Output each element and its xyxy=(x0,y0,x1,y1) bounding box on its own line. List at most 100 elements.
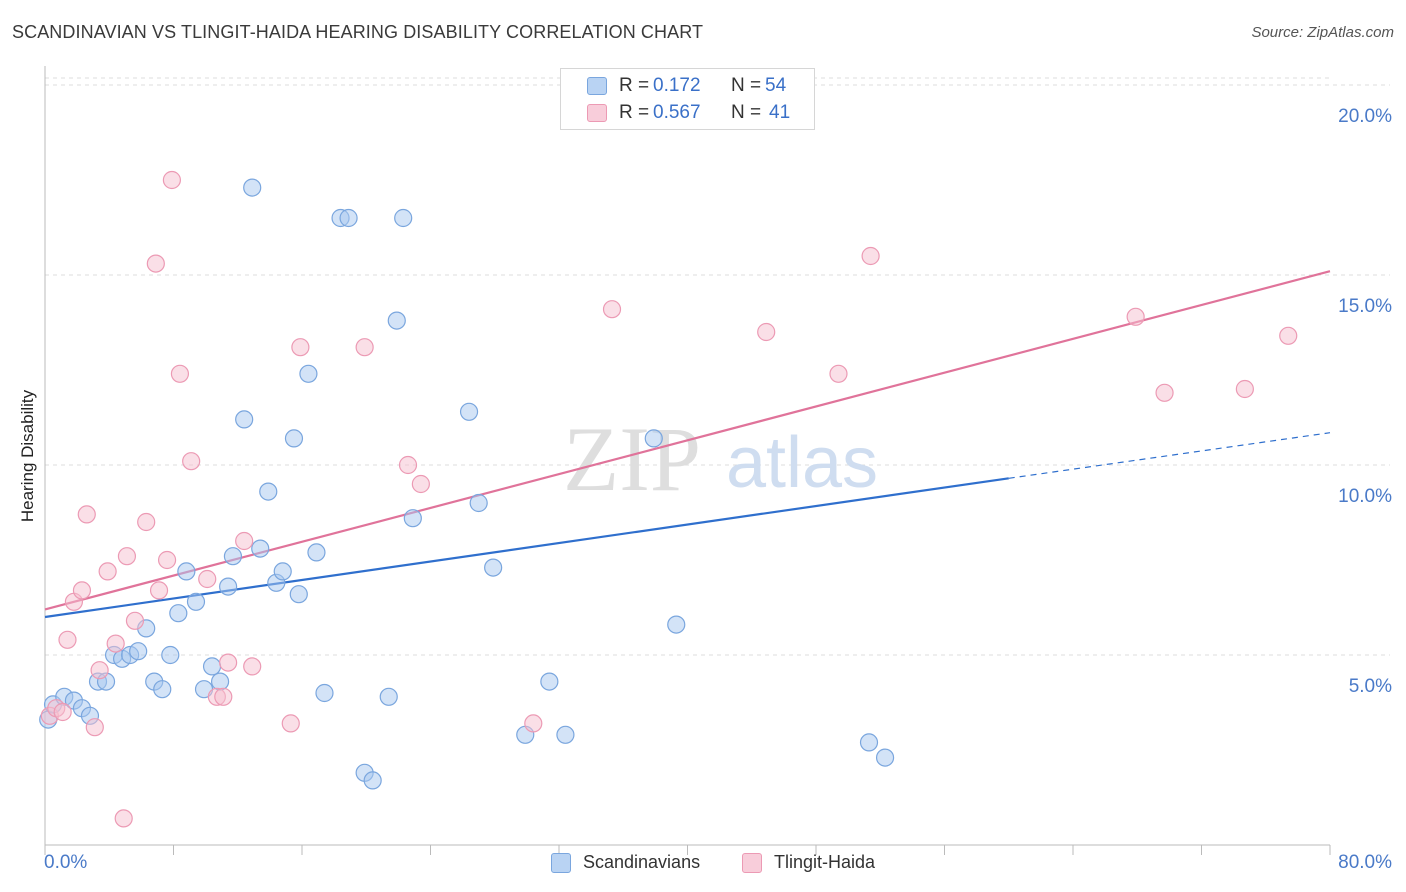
scandinavian-point xyxy=(223,547,243,566)
watermark-zip: ZIP xyxy=(563,408,701,510)
scandinavian-point xyxy=(315,683,334,703)
scandinavian-point xyxy=(667,615,686,634)
tlingit-haida-point xyxy=(58,630,77,649)
chart-source: Source: ZipAtlas.com xyxy=(1251,24,1394,41)
tlingit-haida-point xyxy=(235,531,254,551)
r-value: 0.567 xyxy=(653,102,701,123)
scandinavian-point xyxy=(484,558,503,577)
tlingit-haida-point xyxy=(1279,326,1298,345)
scandinavian-point xyxy=(235,410,254,429)
y-tick-label: 20.0% xyxy=(1338,106,1392,127)
scandinavian-point xyxy=(469,493,488,513)
scandinavian-point xyxy=(556,725,575,744)
scandinavian-point xyxy=(129,642,148,661)
tlingit-haida-point xyxy=(98,562,117,581)
scandinavian-point xyxy=(299,364,318,383)
scandinavian-point xyxy=(284,429,304,448)
scandinavian-point xyxy=(387,311,406,330)
tlingit-haida-point xyxy=(162,170,181,190)
tlingit-haida-point xyxy=(157,550,177,570)
tlingit-haida-point xyxy=(243,657,262,676)
tlingit-haida-point xyxy=(53,702,72,722)
scandinavian-point xyxy=(186,592,206,611)
scandinavian-point xyxy=(243,178,262,197)
x-tick-label-min: 0.0% xyxy=(44,852,88,873)
tlingit-haida-point xyxy=(182,452,201,471)
scandinavian-point xyxy=(251,539,270,558)
scandinavian-point xyxy=(161,645,180,665)
scandinavian-point xyxy=(394,208,413,228)
tlingit-haida-point xyxy=(90,661,109,680)
blue-swatch xyxy=(587,77,607,95)
tlingit-haida-point xyxy=(291,338,310,357)
tlingit-haida-point xyxy=(198,569,217,589)
r-label: R = xyxy=(619,102,650,123)
stats-legend: R = 0.172 N = 54 R = 0.567 N = 41 xyxy=(560,68,815,130)
tlingit-haida-point xyxy=(106,634,125,653)
scandinavian-point xyxy=(363,771,382,790)
tlingit-haida-point xyxy=(77,505,96,524)
tlingit-haida-point xyxy=(137,512,156,532)
r-label: R = xyxy=(619,75,650,96)
pink-swatch xyxy=(587,104,607,122)
scandinavian-point xyxy=(153,680,172,699)
scandinavian-point xyxy=(875,748,895,767)
n-label: N = xyxy=(731,102,762,123)
tlingit-haida-point xyxy=(125,611,145,630)
tlingit-haida-point xyxy=(214,687,233,706)
tlingit-haida-point xyxy=(149,581,169,600)
tlingit-haida-point xyxy=(170,364,190,383)
r-value: 0.172 xyxy=(653,75,701,96)
scandinavian-point xyxy=(379,687,398,706)
n-label: N = xyxy=(731,75,762,96)
tlingit-haida-point xyxy=(524,714,543,733)
y-axis-title: Hearing Disability xyxy=(18,389,37,523)
tlingit-haida-point xyxy=(398,455,418,475)
tlingit-haida-point xyxy=(85,718,104,737)
tlingit-haida-point xyxy=(757,322,776,342)
n-value: 41 xyxy=(769,102,791,123)
tlingit-haida-point xyxy=(281,714,300,733)
tlingit-haida-point xyxy=(1126,307,1145,326)
tlingit-haida-point xyxy=(861,246,880,266)
scandinavian-point xyxy=(540,672,559,691)
legend-label: Scandinavians xyxy=(583,852,701,872)
scandinavian-point xyxy=(210,672,230,691)
tlingit-haida-point xyxy=(602,300,622,319)
scandinavian-point xyxy=(219,577,238,596)
scandinavian-point xyxy=(859,733,879,752)
scandinavian-point xyxy=(273,562,292,581)
y-tick-label: 10.0% xyxy=(1338,486,1392,507)
tlingit-haida-point xyxy=(146,254,165,273)
scandinavian-point xyxy=(289,585,308,604)
y-tick-label: 5.0% xyxy=(1348,676,1392,697)
tlingit-haida-point xyxy=(829,364,848,383)
scandinavian-trend-line xyxy=(44,477,1009,619)
tlingit-haida-point xyxy=(117,547,137,566)
y-tick-label: 15.0% xyxy=(1338,296,1392,317)
tlingit-haida-point xyxy=(411,474,430,494)
legend-label: Tlingit-Haida xyxy=(774,852,876,872)
tlingit-haida-point xyxy=(1235,379,1254,399)
data-points xyxy=(39,75,1298,828)
tlingit-haida-point xyxy=(355,338,374,357)
tlingit-haida-point xyxy=(1155,383,1174,402)
watermark: ZIP atlas xyxy=(563,408,878,510)
watermark-atlas: atlas xyxy=(726,423,878,503)
chart-title: SCANDINAVIAN VS TLINGIT-HAIDA HEARING DI… xyxy=(12,22,704,42)
tlingit-haida-point xyxy=(72,581,92,600)
tlingit-haida-point xyxy=(114,809,133,828)
scandinavian-point xyxy=(307,543,326,562)
n-value: 54 xyxy=(765,75,787,96)
scandinavian-point xyxy=(169,604,188,623)
scandinavian-point xyxy=(177,562,196,581)
scandinavian-point xyxy=(202,657,222,676)
blue-swatch xyxy=(551,853,571,873)
chart-legend: Scandinavians Tlingit-Haida xyxy=(0,852,1406,878)
scandinavian-point xyxy=(644,429,663,448)
gridlines xyxy=(45,77,1390,656)
scandinavian-point xyxy=(339,208,358,228)
pink-swatch xyxy=(742,853,762,873)
scandinavian-point xyxy=(259,482,278,501)
